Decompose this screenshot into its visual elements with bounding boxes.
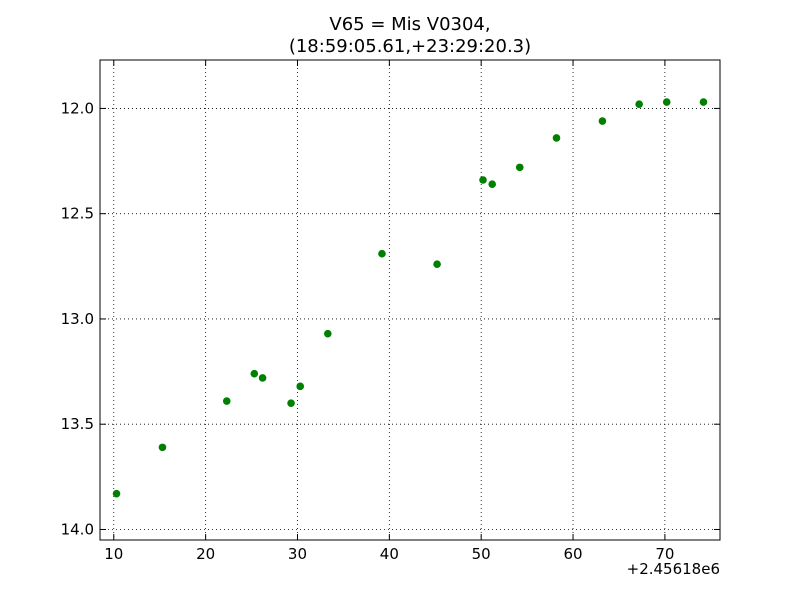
data-points xyxy=(112,98,708,498)
x-tick-label: 20 xyxy=(196,545,215,563)
data-point xyxy=(112,489,121,498)
plot-area-frame xyxy=(99,59,721,541)
x-tick-label: 40 xyxy=(380,545,399,563)
y-tick-label: 12.5 xyxy=(61,205,94,223)
data-point xyxy=(296,382,305,391)
chart-title-line-2: (18:59:05.61,+23:29:20.3) xyxy=(289,36,531,57)
x-tick-label: 50 xyxy=(472,545,491,563)
y-tick-label: 12.0 xyxy=(61,99,94,117)
data-point xyxy=(662,98,671,106)
data-point xyxy=(488,180,497,189)
axis-ticks xyxy=(100,60,720,540)
tick-labels: 10 20 30 40 50 60 70 12.0 12.5 13.0 13.5 14.0 xyxy=(61,99,675,563)
y-tick-label: 13.5 xyxy=(61,415,94,433)
data-point xyxy=(552,134,561,142)
x-tick-label: 30 xyxy=(288,545,307,563)
data-point xyxy=(158,443,167,452)
chart-title-line-1: V65 = Mis V0304, xyxy=(329,14,490,35)
data-point xyxy=(378,249,386,258)
data-point xyxy=(323,329,332,338)
y-tick-label: 14.0 xyxy=(61,520,94,538)
data-point xyxy=(258,374,267,382)
x-tick-label: 70 xyxy=(655,545,674,563)
x-axis-offset-label: +2.45618e6 xyxy=(627,560,720,578)
data-point xyxy=(635,100,643,109)
data-point xyxy=(699,98,708,106)
grid-lines xyxy=(100,60,720,540)
data-point xyxy=(222,397,231,405)
data-point xyxy=(433,260,441,269)
data-point xyxy=(515,163,524,172)
x-tick-label: 10 xyxy=(104,545,123,563)
y-tick-label: 13.0 xyxy=(61,310,94,328)
data-point xyxy=(598,117,607,125)
data-point xyxy=(479,176,487,184)
data-point xyxy=(250,369,259,378)
x-tick-label: 60 xyxy=(563,545,582,563)
data-point xyxy=(287,399,295,407)
